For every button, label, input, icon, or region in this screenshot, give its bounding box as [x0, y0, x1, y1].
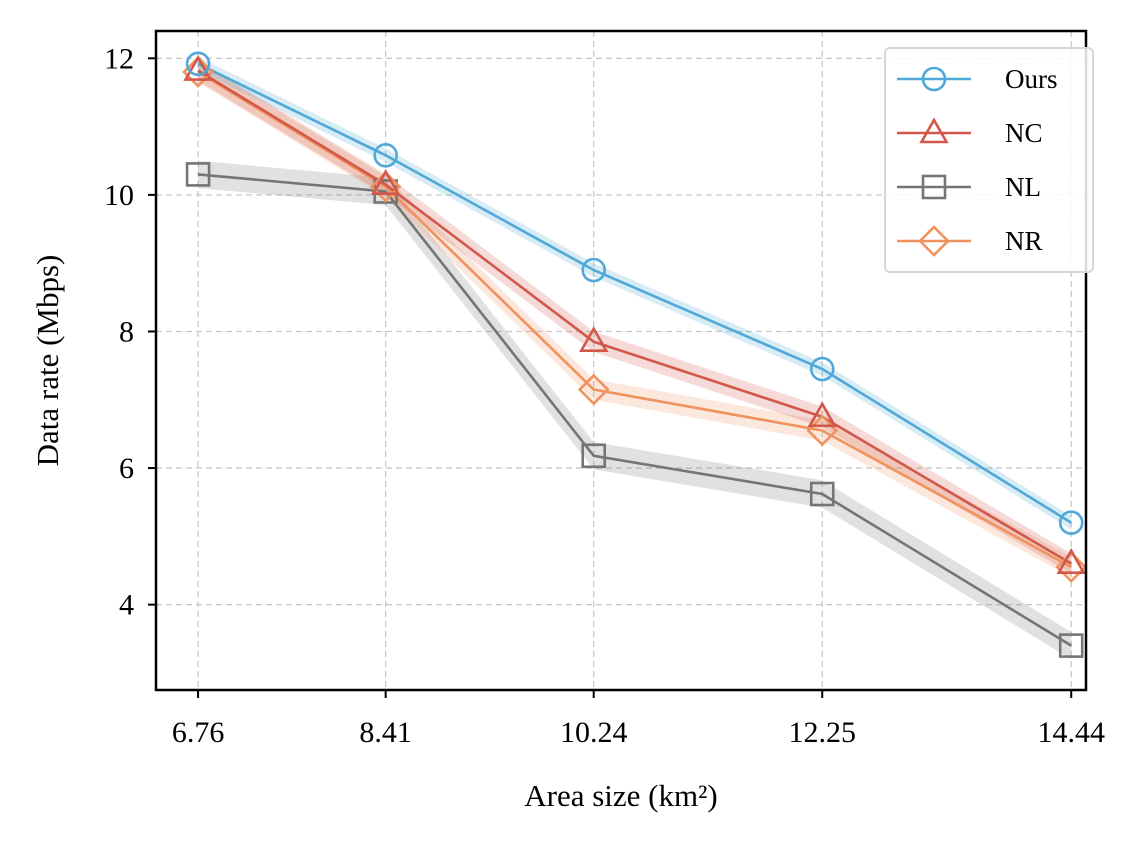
- plot-frame: [154, 29, 1088, 692]
- legend-marker-nl: [921, 174, 947, 200]
- x-tick-label: 6.76: [172, 716, 225, 749]
- line-nl: [197, 173, 1072, 647]
- legend-label-ours: Ours: [1005, 64, 1058, 94]
- marker-nc: [578, 326, 609, 353]
- marker-nc: [370, 169, 401, 195]
- band-ours: [198, 56, 1072, 530]
- marker-nc: [807, 401, 837, 428]
- legend-label-nl: NL: [1005, 172, 1041, 202]
- y-tick-label: 8: [119, 315, 134, 348]
- legend-marker-ours: [921, 66, 947, 92]
- marker-nl: [185, 162, 211, 187]
- marker-ours: [809, 356, 835, 382]
- marker-nr: [577, 373, 610, 406]
- legend: Ours NC NL NR: [884, 47, 1094, 273]
- line-nc: [197, 69, 1072, 565]
- line-ours: [197, 62, 1072, 524]
- marker-nr: [1055, 551, 1088, 583]
- legend-marker-nc: [919, 117, 949, 144]
- series-lines: [197, 62, 1072, 647]
- marker-ours: [373, 142, 398, 168]
- marker-ours: [1058, 510, 1084, 535]
- legend-box: [884, 47, 1094, 273]
- legend-label-nr: NR: [1005, 226, 1043, 256]
- y-axis-label: Data rate (Mbps): [30, 255, 65, 467]
- line-nr: [197, 70, 1072, 569]
- x-tick-label: 12.25: [788, 716, 856, 749]
- marker-ours: [581, 257, 607, 283]
- y-tick-label: 10: [104, 179, 134, 212]
- marker-ours: [185, 51, 211, 77]
- series-markers: [182, 51, 1088, 658]
- legend-marker-nr: [918, 225, 950, 257]
- x-tick-label: 14.44: [1037, 716, 1105, 749]
- y-tick-label: 4: [119, 589, 134, 622]
- y-tick-label: 12: [104, 42, 134, 75]
- marker-nl: [1058, 633, 1084, 658]
- y-axis-ticks: 4 6 8 10 12: [104, 42, 156, 622]
- marker-nl: [809, 481, 835, 507]
- x-axis-ticks: 6.76 8.41 10.24 12.25 14.44: [172, 690, 1105, 749]
- marker-nr: [369, 170, 402, 203]
- x-tick-label: 10.24: [560, 716, 628, 749]
- x-tick-label: 8.41: [359, 716, 412, 749]
- legend-label-nc: NC: [1005, 118, 1043, 148]
- marker-nl: [581, 443, 607, 469]
- y-tick-label: 6: [119, 452, 134, 485]
- marker-nc: [1056, 548, 1086, 574]
- marker-nc: [183, 54, 213, 81]
- x-axis-label: Area size (km²): [524, 778, 717, 813]
